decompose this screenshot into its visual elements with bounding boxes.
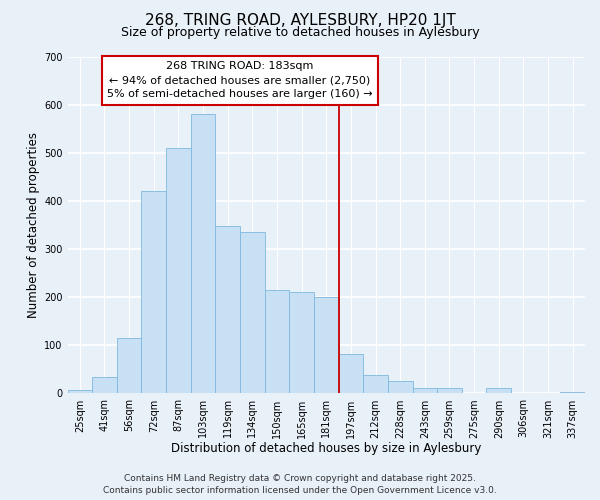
X-axis label: Distribution of detached houses by size in Aylesbury: Distribution of detached houses by size … — [171, 442, 481, 455]
Bar — [142, 192, 166, 394]
Y-axis label: Number of detached properties: Number of detached properties — [27, 132, 40, 318]
Bar — [487, 388, 511, 394]
Text: 268, TRING ROAD, AYLESBURY, HP20 1JT: 268, TRING ROAD, AYLESBURY, HP20 1JT — [145, 12, 455, 28]
Text: Contains HM Land Registry data © Crown copyright and database right 2025.
Contai: Contains HM Land Registry data © Crown c… — [103, 474, 497, 495]
Bar — [338, 354, 363, 394]
Bar — [215, 226, 240, 394]
Bar — [166, 148, 191, 394]
Bar — [560, 392, 585, 394]
Bar — [92, 376, 117, 394]
Bar — [437, 388, 462, 394]
Bar — [289, 292, 314, 394]
Text: Size of property relative to detached houses in Aylesbury: Size of property relative to detached ho… — [121, 26, 479, 39]
Bar — [388, 382, 413, 394]
Bar — [363, 375, 388, 394]
Bar — [240, 232, 265, 394]
Bar — [314, 297, 338, 394]
Bar — [117, 338, 142, 394]
Text: 268 TRING ROAD: 183sqm
← 94% of detached houses are smaller (2,750)
5% of semi-d: 268 TRING ROAD: 183sqm ← 94% of detached… — [107, 62, 373, 100]
Bar — [265, 290, 289, 394]
Bar — [68, 390, 92, 394]
Bar — [413, 388, 437, 394]
Bar — [191, 114, 215, 394]
